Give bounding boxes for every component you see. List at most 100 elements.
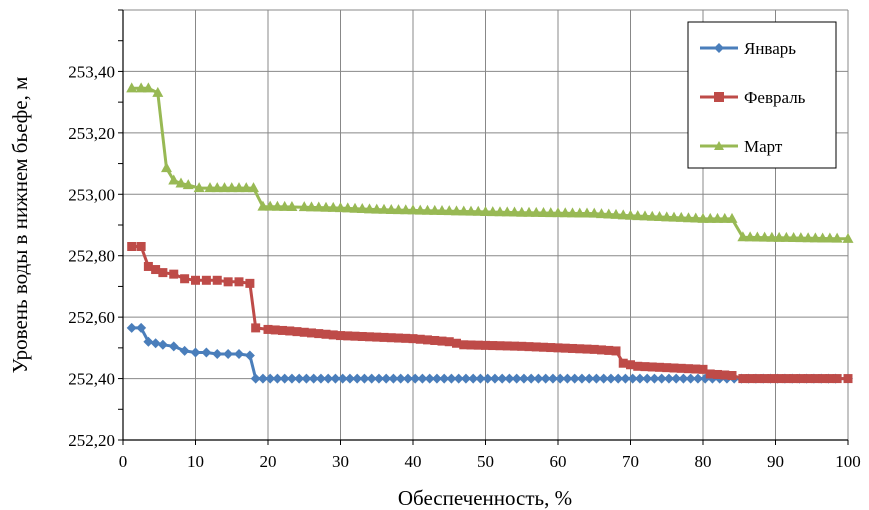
data-point-march xyxy=(298,201,310,212)
data-point-february xyxy=(350,331,360,341)
data-point-march xyxy=(766,231,778,242)
data-point-january xyxy=(613,373,624,384)
data-point-january xyxy=(250,373,261,384)
data-point-march xyxy=(286,201,298,212)
data-point-february xyxy=(223,277,233,287)
data-point-march xyxy=(393,204,404,215)
data-point-february xyxy=(234,277,244,287)
data-point-january xyxy=(330,373,341,384)
data-point-february xyxy=(539,342,548,352)
data-point-january xyxy=(344,373,355,384)
data-point-march xyxy=(465,205,477,216)
legend-label-february: Февраль xyxy=(744,88,806,107)
data-point-february xyxy=(647,362,657,372)
data-point-march xyxy=(683,212,694,223)
legend-marker-january xyxy=(714,43,724,53)
data-point-february xyxy=(372,332,382,342)
data-point-february xyxy=(415,334,425,344)
data-point-march xyxy=(530,206,542,217)
data-point-february xyxy=(314,329,324,339)
data-point-february xyxy=(531,342,541,352)
data-point-march xyxy=(842,232,854,243)
data-point-january xyxy=(598,373,609,384)
data-point-february xyxy=(546,343,556,353)
data-point-january xyxy=(352,373,363,384)
data-point-february xyxy=(720,370,730,380)
data-point-january xyxy=(381,373,392,384)
data-point-february xyxy=(151,265,161,275)
data-point-january xyxy=(605,373,616,384)
x-tick-label: 60 xyxy=(550,452,567,471)
data-point-january xyxy=(190,347,201,358)
data-point-january xyxy=(201,347,212,358)
data-point-february xyxy=(143,261,153,271)
data-point-february xyxy=(633,361,643,371)
y-tick-label: 253,40 xyxy=(68,62,115,81)
x-tick-label: 70 xyxy=(622,452,639,471)
data-point-march xyxy=(211,182,223,193)
data-point-march xyxy=(161,162,172,173)
data-point-march xyxy=(335,202,346,213)
data-point-march xyxy=(226,182,238,193)
data-point-february xyxy=(618,358,628,368)
data-point-february xyxy=(430,335,440,345)
x-tick-label: 80 xyxy=(695,452,712,471)
data-point-february xyxy=(553,343,563,353)
data-point-february xyxy=(832,374,842,384)
data-point-january xyxy=(337,373,348,384)
data-point-january xyxy=(526,373,537,384)
data-point-february xyxy=(437,336,447,346)
data-point-january xyxy=(504,373,515,384)
data-point-february xyxy=(698,364,708,374)
x-tick-label: 100 xyxy=(835,452,861,471)
data-point-march xyxy=(617,209,629,220)
data-point-january xyxy=(395,373,406,384)
data-point-march xyxy=(795,232,807,243)
data-point-january xyxy=(692,373,703,384)
data-point-february xyxy=(774,374,784,384)
y-axis-title: Уровень воды в нижнем бьефе, м xyxy=(8,77,32,374)
data-point-january xyxy=(223,349,234,359)
data-point-february xyxy=(357,331,367,341)
data-point-march xyxy=(697,212,709,223)
data-point-february xyxy=(626,360,635,370)
data-point-february xyxy=(640,362,650,372)
series-layer xyxy=(126,82,854,384)
x-tick-label: 20 xyxy=(260,452,277,471)
data-point-february xyxy=(669,363,679,373)
data-point-january xyxy=(373,373,384,384)
legend-label-march: Март xyxy=(744,137,783,156)
data-point-january xyxy=(272,373,283,384)
data-point-february xyxy=(328,330,338,340)
data-point-february xyxy=(705,369,715,379)
data-point-march xyxy=(538,206,549,217)
data-point-march xyxy=(135,82,147,93)
series-february xyxy=(127,242,853,384)
data-point-february xyxy=(796,374,806,384)
data-point-february xyxy=(459,340,469,350)
data-point-march xyxy=(182,179,194,190)
data-point-february xyxy=(473,340,483,350)
data-point-february xyxy=(691,364,701,374)
data-point-january xyxy=(620,373,631,384)
data-point-january xyxy=(685,373,696,384)
data-point-march xyxy=(279,200,291,211)
data-point-january xyxy=(234,349,244,359)
data-point-february xyxy=(336,331,345,341)
data-point-january xyxy=(244,350,255,361)
data-point-january xyxy=(489,373,500,384)
data-point-march xyxy=(603,208,615,219)
data-point-january xyxy=(136,322,147,333)
data-point-february xyxy=(379,332,389,342)
data-point-march xyxy=(802,232,814,243)
data-point-march xyxy=(690,212,702,223)
data-point-january xyxy=(569,373,580,384)
data-point-march xyxy=(559,207,571,218)
data-point-march xyxy=(773,231,785,242)
data-point-february xyxy=(245,278,255,288)
data-point-march xyxy=(788,232,800,243)
data-point-january xyxy=(212,349,223,359)
x-tick-label: 40 xyxy=(405,452,422,471)
